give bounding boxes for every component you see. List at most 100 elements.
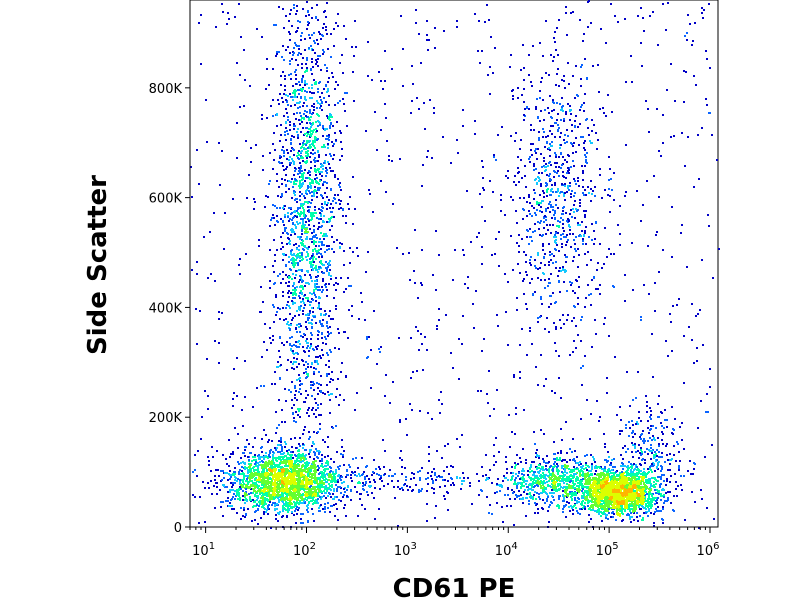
event-dot [326,196,328,198]
event-dot [534,265,536,267]
event-dot [554,392,556,394]
event-dot [316,348,318,350]
event-dot [299,215,301,217]
event-dot [328,360,330,362]
event-dot [346,125,348,127]
event-dot [317,488,319,490]
event-dot [514,140,516,142]
event-dot [309,119,311,121]
event-dot [314,280,316,282]
event-dot [548,243,550,245]
event-dot [317,493,319,495]
event-dot [330,170,332,172]
event-dot [213,485,215,487]
event-dot [335,202,337,204]
event-dot [292,186,294,188]
event-dot [550,190,552,192]
event-dot [292,85,294,87]
event-dot [340,207,342,209]
event-dot [305,340,307,342]
event-dot [279,308,281,310]
event-dot [271,461,273,463]
event-dot [322,264,324,266]
event-dot [261,114,263,116]
event-dot [332,471,334,473]
event-dot [277,366,279,368]
event-dot [290,468,292,470]
event-dot [336,121,338,123]
event-dot [537,148,539,150]
event-dot [550,206,552,208]
event-dot [330,332,332,334]
event-dot [309,192,311,194]
event-dot [542,190,544,192]
event-dot [283,254,285,256]
event-dot [314,209,316,211]
event-dot [589,140,591,142]
event-dot [610,178,612,180]
event-dot [538,137,540,139]
event-dot [295,262,297,264]
event-dot [300,502,302,504]
event-dot [285,94,287,96]
event-dot [523,278,525,280]
event-dot [317,58,319,60]
event-dot [307,155,309,157]
event-dot [320,308,322,310]
event-dot [313,212,315,214]
event-dot [299,123,301,125]
event-dot [534,291,536,293]
event-dot [281,477,283,479]
event-dot [317,330,319,332]
event-dot [314,283,316,285]
event-dot [328,483,330,485]
event-dot [328,263,330,265]
event-dot [246,467,248,469]
event-dot [535,267,537,269]
event-dot [548,506,550,508]
event-dot [308,479,310,481]
event-dot [262,499,264,501]
event-dot [291,462,293,464]
event-dot [335,308,337,310]
event-dot [529,262,531,264]
event-dot [272,68,274,70]
event-dot [292,303,294,305]
event-dot [307,520,309,522]
event-dot [306,91,308,93]
event-dot [536,209,538,211]
event-dot [301,193,303,195]
event-dot [259,458,261,460]
event-dot [286,503,288,505]
event-dot [311,84,313,86]
event-dot [575,279,577,281]
event-dot [306,161,308,163]
event-dot [275,514,277,516]
event-dot [536,482,538,484]
event-dot [293,361,295,363]
event-dot [578,185,580,187]
event-dot [294,437,296,439]
event-dot [294,224,296,226]
event-dot [308,407,310,409]
event-dot [325,286,327,288]
event-dot [558,507,560,509]
event-dot [333,504,335,506]
event-dot [316,456,318,458]
event-dot [248,481,250,483]
event-dot [343,103,345,105]
event-dot [518,171,520,173]
event-dot [597,262,599,264]
event-dot [247,471,249,473]
event-dot [299,323,301,325]
event-dot [562,266,564,268]
event-dot [260,517,262,519]
event-dot [325,29,327,31]
event-dot [539,194,541,196]
event-dot [318,222,320,224]
event-dot [534,482,536,484]
event-dot [542,243,544,245]
event-dot [309,486,311,488]
event-dot [325,283,327,285]
event-dot [283,27,285,29]
